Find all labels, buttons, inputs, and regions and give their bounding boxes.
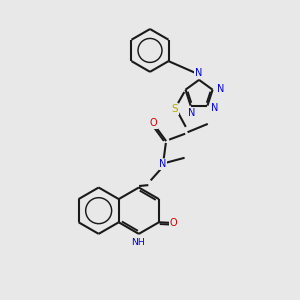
Text: N: N [211,103,218,113]
Text: O: O [150,118,158,128]
Text: N: N [195,68,202,78]
Text: S: S [172,104,178,114]
Text: NH: NH [131,238,145,247]
Text: O: O [170,218,178,228]
Text: N: N [217,83,224,94]
Text: N: N [188,108,195,118]
Text: N: N [160,159,167,169]
